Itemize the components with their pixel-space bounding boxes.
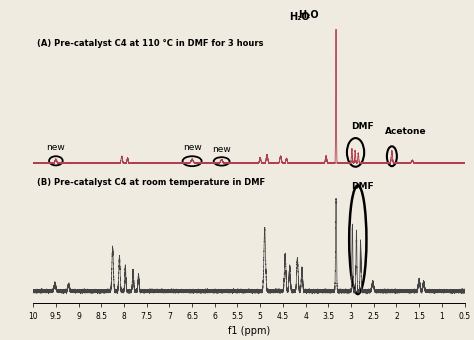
Text: H₂O: H₂O bbox=[299, 10, 319, 20]
Text: (B) Pre-catalyst C4 at room temperature in DMF: (B) Pre-catalyst C4 at room temperature … bbox=[37, 178, 265, 187]
Text: new: new bbox=[182, 143, 201, 152]
Text: Acetone: Acetone bbox=[385, 126, 426, 136]
Text: DMF: DMF bbox=[351, 122, 374, 131]
Text: new: new bbox=[46, 143, 65, 152]
Text: H₂O: H₂O bbox=[290, 12, 310, 22]
X-axis label: f1 (ppm): f1 (ppm) bbox=[228, 326, 270, 336]
Text: (A) Pre-catalyst C4 at 110 °C in DMF for 3 hours: (A) Pre-catalyst C4 at 110 °C in DMF for… bbox=[37, 39, 264, 48]
Text: new: new bbox=[212, 145, 231, 154]
Text: DMF: DMF bbox=[351, 182, 374, 190]
